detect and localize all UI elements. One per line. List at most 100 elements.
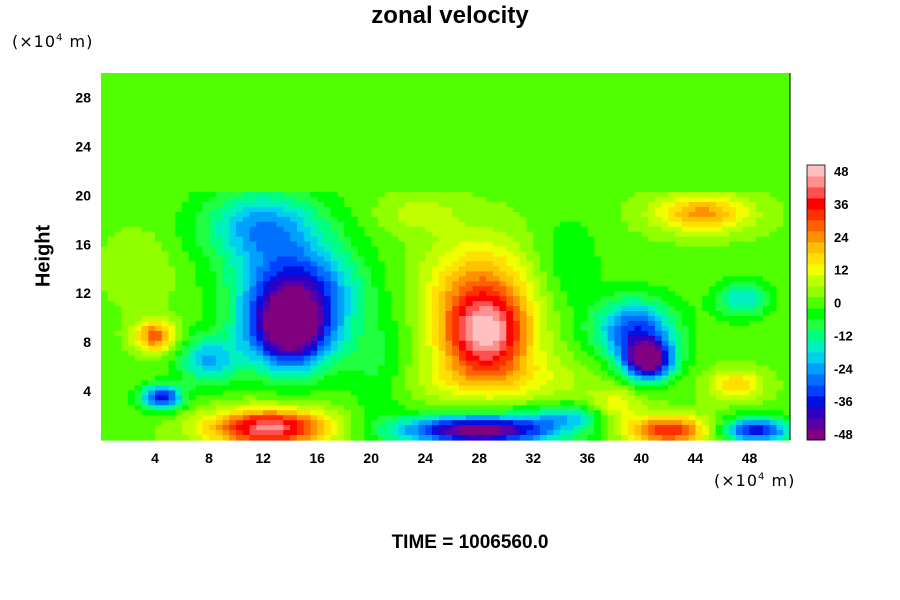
heatmap-cell: [209, 137, 217, 144]
heatmap-cell: [249, 261, 257, 268]
heatmap-cell: [431, 132, 440, 139]
heatmap-cell: [425, 311, 433, 317]
heatmap-cell: [168, 306, 176, 312]
heatmap-cell: [296, 206, 305, 213]
heatmap-cell: [364, 226, 372, 233]
heatmap-cell: [742, 127, 751, 134]
heatmap-cell: [357, 271, 366, 277]
heatmap-cell: [573, 221, 582, 228]
heatmap-cell: [695, 231, 703, 238]
heatmap-cell: [540, 177, 548, 183]
heatmap-cell: [499, 87, 507, 94]
heatmap-cell: [121, 152, 129, 158]
heatmap-cell: [533, 127, 541, 134]
heatmap-cell: [411, 216, 420, 223]
heatmap-cell: [573, 77, 582, 84]
heatmap-cell: [391, 97, 399, 104]
heatmap-cell: [492, 221, 501, 228]
heatmap-cell: [769, 216, 778, 223]
heatmap-cell: [695, 271, 703, 277]
heatmap-cell: [783, 92, 791, 99]
heatmap-cell: [317, 97, 325, 104]
heatmap-cell: [303, 73, 311, 79]
heatmap-cell: [708, 142, 717, 148]
heatmap-cell: [229, 127, 237, 134]
heatmap-cell: [729, 167, 737, 173]
heatmap-cell: [242, 77, 251, 84]
heatmap-cell: [188, 306, 197, 312]
heatmap-cell: [249, 117, 257, 124]
heatmap-cell: [364, 87, 372, 94]
heatmap-cell: [404, 87, 413, 94]
heatmap-cell: [580, 117, 588, 124]
heatmap-cell: [492, 192, 501, 198]
heatmap-cell: [654, 157, 663, 163]
heatmap-cell: [479, 137, 487, 144]
heatmap-cell: [290, 187, 298, 193]
heatmap-cell: [330, 132, 339, 139]
heatmap-cell: [161, 256, 170, 263]
heatmap-cell: [580, 102, 588, 109]
heatmap-cell: [729, 112, 737, 119]
heatmap-cell: [364, 137, 372, 144]
heatmap-cell: [479, 107, 487, 114]
heatmap-cell: [580, 157, 588, 163]
heatmap-cell: [560, 107, 568, 114]
heatmap-cell: [492, 206, 501, 213]
heatmap-cell: [202, 77, 210, 84]
heatmap-cell: [425, 192, 433, 198]
heatmap-cell: [168, 206, 176, 213]
heatmap-cell: [337, 87, 345, 94]
heatmap-cell: [276, 192, 284, 198]
heatmap-cell: [425, 236, 433, 243]
heatmap-cell: [114, 77, 122, 84]
heatmap-cell: [350, 241, 359, 248]
heatmap-cell: [269, 301, 278, 307]
heatmap-cell: [573, 142, 582, 148]
heatmap-cell: [330, 261, 339, 268]
heatmap-cell: [641, 251, 649, 258]
heatmap-cell: [614, 147, 622, 153]
heatmap-cell: [155, 241, 163, 248]
heatmap-cell: [377, 201, 386, 208]
heatmap-cell: [634, 226, 642, 233]
heatmap-cell: [465, 261, 474, 268]
heatmap-cell: [357, 221, 366, 228]
heatmap-cell: [567, 162, 575, 168]
heatmap-cell: [283, 122, 291, 129]
heatmap-cell: [107, 296, 116, 302]
heatmap-cell: [648, 102, 656, 109]
heatmap-cell: [195, 182, 203, 188]
heatmap-cell: [425, 167, 433, 173]
heatmap-cell: [269, 296, 278, 302]
heatmap-cell: [519, 152, 528, 158]
heatmap-cell: [431, 107, 440, 114]
heatmap-cell: [506, 211, 514, 218]
heatmap-cell: [735, 92, 744, 99]
heatmap-cell: [708, 182, 717, 188]
heatmap-cell: [202, 82, 210, 89]
heatmap-cell: [357, 107, 366, 114]
heatmap-cell: [769, 137, 778, 144]
heatmap-cell: [600, 152, 609, 158]
heatmap-cell: [182, 112, 190, 119]
heatmap-cell: [161, 132, 170, 139]
heatmap-cell: [431, 172, 440, 178]
heatmap-cell: [641, 92, 649, 99]
heatmap-cell: [263, 187, 271, 193]
heatmap-cell: [776, 241, 784, 248]
heatmap-cell: [330, 306, 339, 312]
heatmap-cell: [418, 132, 426, 139]
heatmap-cell: [317, 196, 325, 203]
heatmap-cell: [242, 216, 251, 223]
heatmap-cell: [587, 177, 595, 183]
heatmap-cell: [236, 137, 244, 144]
heatmap-cell: [276, 112, 284, 119]
heatmap-cell: [107, 77, 116, 84]
heatmap-cell: [654, 117, 663, 124]
heatmap-cell: [350, 301, 359, 307]
heatmap-cell: [215, 137, 224, 144]
heatmap-cell: [621, 147, 629, 153]
heatmap-cell: [519, 226, 528, 233]
heatmap-cell: [377, 77, 386, 84]
